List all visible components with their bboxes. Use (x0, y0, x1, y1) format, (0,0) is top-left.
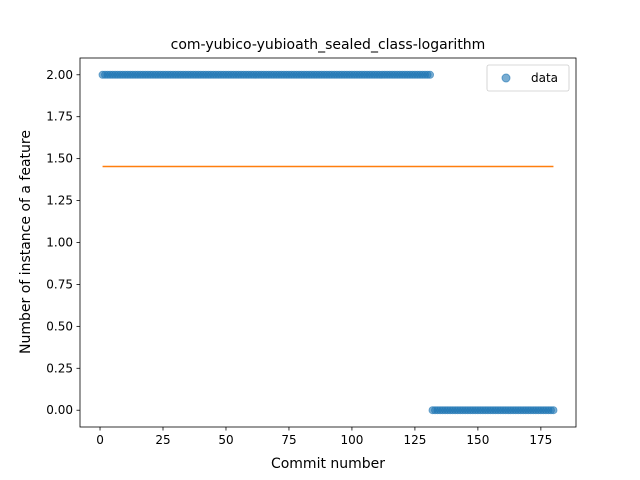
chart-title: com-yubico-yubioath_sealed_class-logarit… (171, 37, 486, 53)
legend-marker (501, 73, 511, 83)
data-point (426, 70, 435, 79)
y-tick-label: 0.00 (46, 403, 73, 417)
x-tick-label: 0 (96, 433, 104, 447)
x-tick-label: 75 (281, 433, 296, 447)
x-axis-ticks: 0 25 50 75 100 125 150 175 (96, 427, 552, 447)
x-tick-label: 175 (529, 433, 552, 447)
y-tick-label: 1.25 (46, 194, 73, 208)
x-tick-label: 150 (466, 433, 489, 447)
y-tick-label: 1.50 (46, 152, 73, 166)
data-point (549, 406, 558, 415)
legend: data (486, 64, 570, 92)
x-tick-label: 25 (155, 433, 170, 447)
y-tick-label: 0.75 (46, 277, 73, 291)
x-tick-label: 50 (218, 433, 233, 447)
scatter-series-data (98, 70, 558, 415)
y-axis-ticks: 0.00 0.25 0.50 0.75 1.00 1.25 1.50 1.75 2.00 (46, 68, 80, 417)
legend-label: data (531, 71, 558, 85)
y-tick-label: 0.50 (46, 319, 73, 333)
x-axis-label: Commit number (271, 456, 385, 472)
y-tick-label: 1.00 (46, 236, 73, 250)
legend-frame (486, 64, 570, 92)
x-tick-label: 125 (403, 433, 426, 447)
y-tick-label: 2.00 (46, 68, 73, 82)
y-tick-label: 1.75 (46, 110, 73, 124)
x-tick-label: 100 (340, 433, 363, 447)
y-tick-label: 0.25 (46, 361, 73, 375)
y-axis-label: Number of instance of a feature (18, 130, 34, 354)
